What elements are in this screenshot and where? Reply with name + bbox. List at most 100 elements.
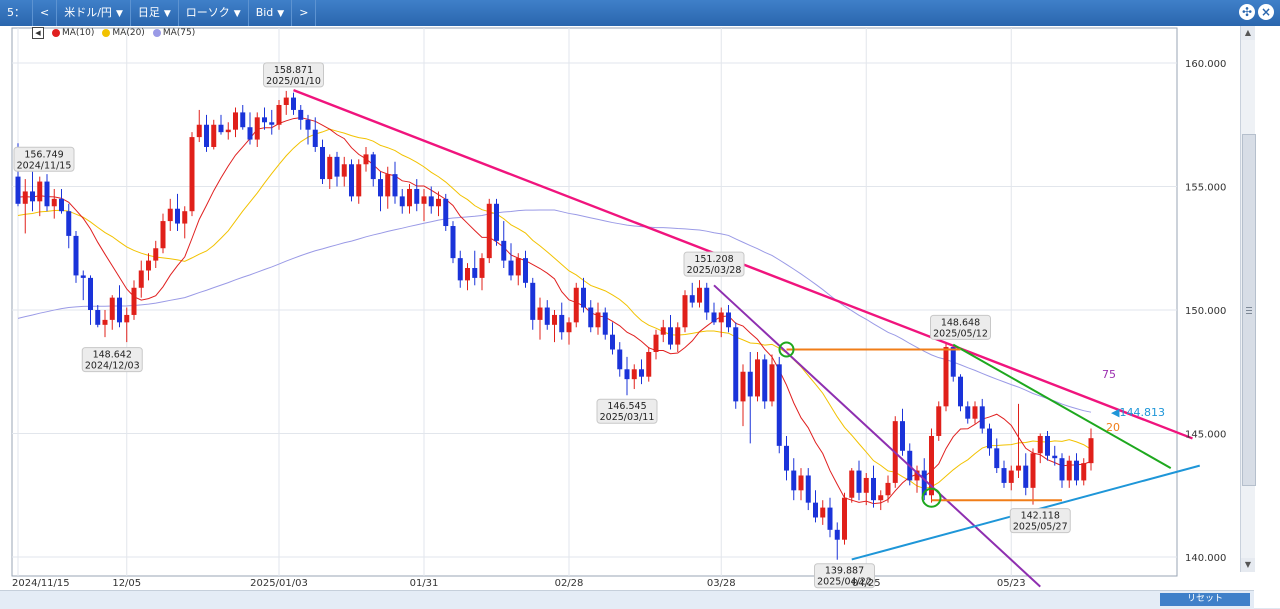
annotation-price: 146.545 [607,401,646,412]
grip-line [1246,307,1252,308]
candle-body [51,198,57,207]
reset-button[interactable]: リセット [1160,593,1250,606]
candle-body [566,322,572,333]
candle-body [247,127,253,140]
candle-body [769,364,775,402]
candle-body [523,258,528,283]
candle-body [1037,435,1043,454]
candle [813,490,818,523]
y-tick-label: 155.000 [1185,183,1226,194]
navigator-bar[interactable] [0,590,1254,609]
candle [356,159,362,204]
candle-body [929,435,934,496]
price-type-dropdown[interactable]: Bid ▼ [249,0,293,26]
annotation-price: 158.871 [274,65,313,76]
candle-body [22,191,28,204]
candle-body [1088,438,1094,464]
candle [791,458,797,501]
collapse-legend-icon[interactable]: ◀ [32,27,44,39]
candle-body [936,406,942,436]
chart-area[interactable]: 75 20 ◀144.813 156.749 2024/11/15 158.871 2025… [0,26,1280,608]
annotation-price: 148.648 [941,317,980,328]
candle [44,174,50,212]
chevron-down-icon: ▼ [163,9,171,19]
candle-body [44,181,50,207]
close-icon[interactable]: × [1258,4,1274,20]
candle-body [639,369,644,377]
candle [987,423,992,456]
candle-body [1030,453,1036,488]
chart-toolbar: 5： < 米ドル/円 ▼ 日足 ▼ ローソク ▼ Bid ▼ > ✣ × [0,0,1280,26]
move-icon[interactable]: ✣ [1239,4,1255,20]
candle-body [776,364,782,446]
candle-body [436,198,441,207]
candle [95,305,101,328]
annotation-box [1009,508,1071,534]
annotation-date: 2025/05/12 [933,328,988,339]
candle-body [784,445,789,471]
scroll-up-icon[interactable]: ▲ [1241,26,1255,40]
candle-body [813,502,818,518]
annotation-box [683,251,745,277]
annotation-date: 2025/05/27 [1013,522,1068,533]
ma10-label: MA(10) [62,28,95,38]
scroll-down-icon[interactable]: ▼ [1241,558,1255,572]
candle [573,282,579,328]
scroll-thumb[interactable] [1242,134,1256,486]
candle-body [530,282,536,320]
candle [1016,403,1021,478]
candle [1074,453,1079,486]
candle [138,260,144,298]
candle [276,100,282,130]
annotation-price: 142.118 [1021,511,1060,522]
candle-body [283,97,289,105]
candle [914,465,920,493]
candle [972,401,978,424]
legend-ma75: MA(75) [152,28,195,38]
candle-body [30,191,35,202]
highlight-circle [778,341,795,358]
candle [834,522,840,560]
candle [501,221,507,269]
period-dropdown[interactable]: 日足 ▼ [131,0,179,26]
candle [218,114,224,135]
legend-ma20: MA(20) [102,28,145,38]
prev-button[interactable]: < [33,0,58,26]
candle-body [740,371,746,402]
symbol-dropdown[interactable]: 米ドル/円 ▼ [57,0,131,26]
candle [1008,465,1014,491]
candle [283,90,289,115]
candle-body [965,406,971,419]
candle-body [421,196,427,204]
candle [523,250,528,288]
period-label: 日足 [137,6,160,19]
candle [22,179,28,234]
grip-line [1246,313,1252,314]
vertical-scrollbar[interactable]: ▲ ▼ [1240,26,1256,572]
candle [689,282,695,308]
candle-body [1016,465,1021,471]
candle-body [153,248,159,261]
candlestick-chart[interactable]: 7520◀144.813156.7492024/11/15158.8712025… [0,26,1240,590]
candle [856,460,862,501]
ma20-swatch [102,29,111,37]
ma75-swatch [152,29,161,37]
candle-body [617,349,623,370]
candle-body [494,203,499,241]
next-button[interactable]: > [292,0,317,26]
candle [675,322,681,352]
candle [262,107,267,130]
candle-body [581,287,586,308]
candle [472,250,478,286]
candle [269,109,275,135]
candle-body [73,235,79,276]
candle-body [972,406,978,419]
candle-body [320,146,325,180]
candle-body [204,124,209,147]
candle [602,307,608,340]
candle-body [146,260,151,271]
chart-type-dropdown[interactable]: ローソク ▼ [179,0,249,26]
ma20-label: MA(20) [112,28,145,38]
candle [805,468,811,511]
